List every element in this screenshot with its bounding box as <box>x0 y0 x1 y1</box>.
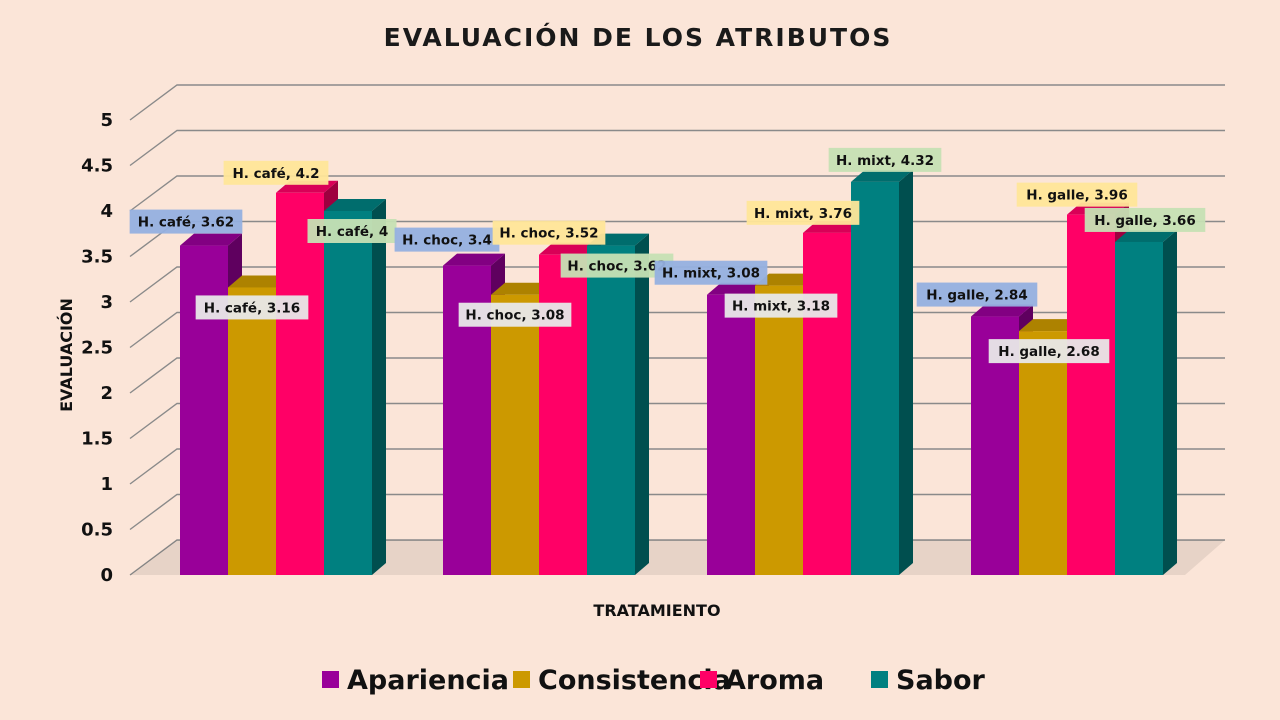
chart-title: EVALUACIÓN DE LOS ATRIBUTOS <box>384 22 893 52</box>
y-tick-labels: 0 0.5 1 1.5 2 2.5 3 3.5 4 4.5 5 <box>81 110 113 586</box>
bar-sabor-1 <box>324 199 386 575</box>
y-tick-label: 4.5 <box>81 156 113 177</box>
data-label: H. café, 3.16 <box>195 295 309 320</box>
data-label: H. mixt, 3.76 <box>746 200 860 225</box>
svg-text:H. choc, 3.52: H. choc, 3.52 <box>499 226 598 242</box>
svg-text:H. choc, 3.62: H. choc, 3.62 <box>567 259 666 275</box>
svg-text:H. choc, 3.4: H. choc, 3.4 <box>402 233 492 249</box>
y-tick-label: 1.5 <box>81 429 113 450</box>
x-axis-label: TRATAMIENTO <box>593 601 720 620</box>
bar-sabor-4 <box>1115 229 1177 575</box>
data-label: H. mixt, 3.08 <box>654 260 768 285</box>
bars <box>180 169 1177 576</box>
svg-text:H. galle, 3.96: H. galle, 3.96 <box>1026 188 1127 204</box>
data-label: H. choc, 3.08 <box>458 302 572 327</box>
y-tick-label: 2.5 <box>81 338 113 359</box>
data-labels: H. café, 3.62 H. café, 3.16 H. café, 4.2 H.… <box>129 147 1206 364</box>
legend-item-aroma: Aroma <box>700 665 824 696</box>
y-tick-label: 5 <box>100 110 113 131</box>
data-label: H. galle, 2.68 <box>988 339 1110 364</box>
data-label: H. choc, 3.4 <box>394 227 500 252</box>
bar-sabor-2 <box>587 233 649 575</box>
legend-swatch <box>322 671 339 688</box>
svg-text:H. mixt, 3.18: H. mixt, 3.18 <box>732 299 830 315</box>
svg-text:H. choc, 3.08: H. choc, 3.08 <box>465 308 564 324</box>
svg-text:H. galle, 2.68: H. galle, 2.68 <box>998 344 1099 360</box>
legend-item-sabor: Sabor <box>871 665 986 696</box>
svg-text:H. galle, 3.66: H. galle, 3.66 <box>1094 213 1195 229</box>
gridline <box>129 84 1225 121</box>
legend-label: Aroma <box>725 665 824 696</box>
y-tick-label: 0.5 <box>81 520 113 541</box>
data-label: H. café, 4 <box>307 219 397 243</box>
svg-text:H. café, 3.62: H. café, 3.62 <box>138 215 234 231</box>
bar-sabor-3 <box>851 169 913 575</box>
legend-label: Sabor <box>896 665 986 696</box>
gridline <box>129 129 1225 167</box>
svg-text:H. café, 3.16: H. café, 3.16 <box>204 300 300 316</box>
svg-text:H. galle, 2.84: H. galle, 2.84 <box>926 288 1027 304</box>
legend-item-apariencia: Apariencia <box>322 665 509 696</box>
svg-text:H. mixt, 4.32: H. mixt, 4.32 <box>836 153 934 169</box>
svg-text:H. café, 4.2: H. café, 4.2 <box>232 166 319 182</box>
data-label: H. choc, 3.62 <box>560 253 674 278</box>
data-label: H. galle, 2.84 <box>916 282 1038 307</box>
y-tick-label: 3 <box>100 292 113 313</box>
data-label: H. galle, 3.96 <box>1016 182 1138 207</box>
svg-text:H. mixt, 3.08: H. mixt, 3.08 <box>662 266 760 282</box>
data-label: H. café, 3.62 <box>129 209 243 234</box>
y-tick-label: 3.5 <box>81 247 113 268</box>
legend-label: Consistencia <box>538 665 731 696</box>
data-label: H. mixt, 4.32 <box>828 147 942 172</box>
y-axis-label: EVALUACIÓN <box>57 298 76 412</box>
data-label: H. café, 4.2 <box>223 160 329 185</box>
legend-item-consistencia: Consistencia <box>513 665 731 696</box>
chart-floor <box>130 540 1225 575</box>
legend-swatch <box>700 671 717 688</box>
legend-swatch <box>513 671 530 688</box>
gridlines <box>129 84 1225 576</box>
legend-swatch <box>871 671 888 688</box>
y-tick-label: 4 <box>100 201 113 222</box>
y-tick-label: 2 <box>100 383 113 404</box>
data-label: H. choc, 3.52 <box>492 220 606 245</box>
svg-text:H. mixt, 3.76: H. mixt, 3.76 <box>754 206 852 222</box>
legend-label: Apariencia <box>347 665 509 696</box>
y-tick-label: 1 <box>100 474 113 495</box>
svg-text:H. café, 4: H. café, 4 <box>316 224 389 240</box>
data-label: H. galle, 3.66 <box>1084 207 1206 232</box>
y-tick-label: 0 <box>100 565 113 586</box>
data-label: H. mixt, 3.18 <box>724 293 838 318</box>
